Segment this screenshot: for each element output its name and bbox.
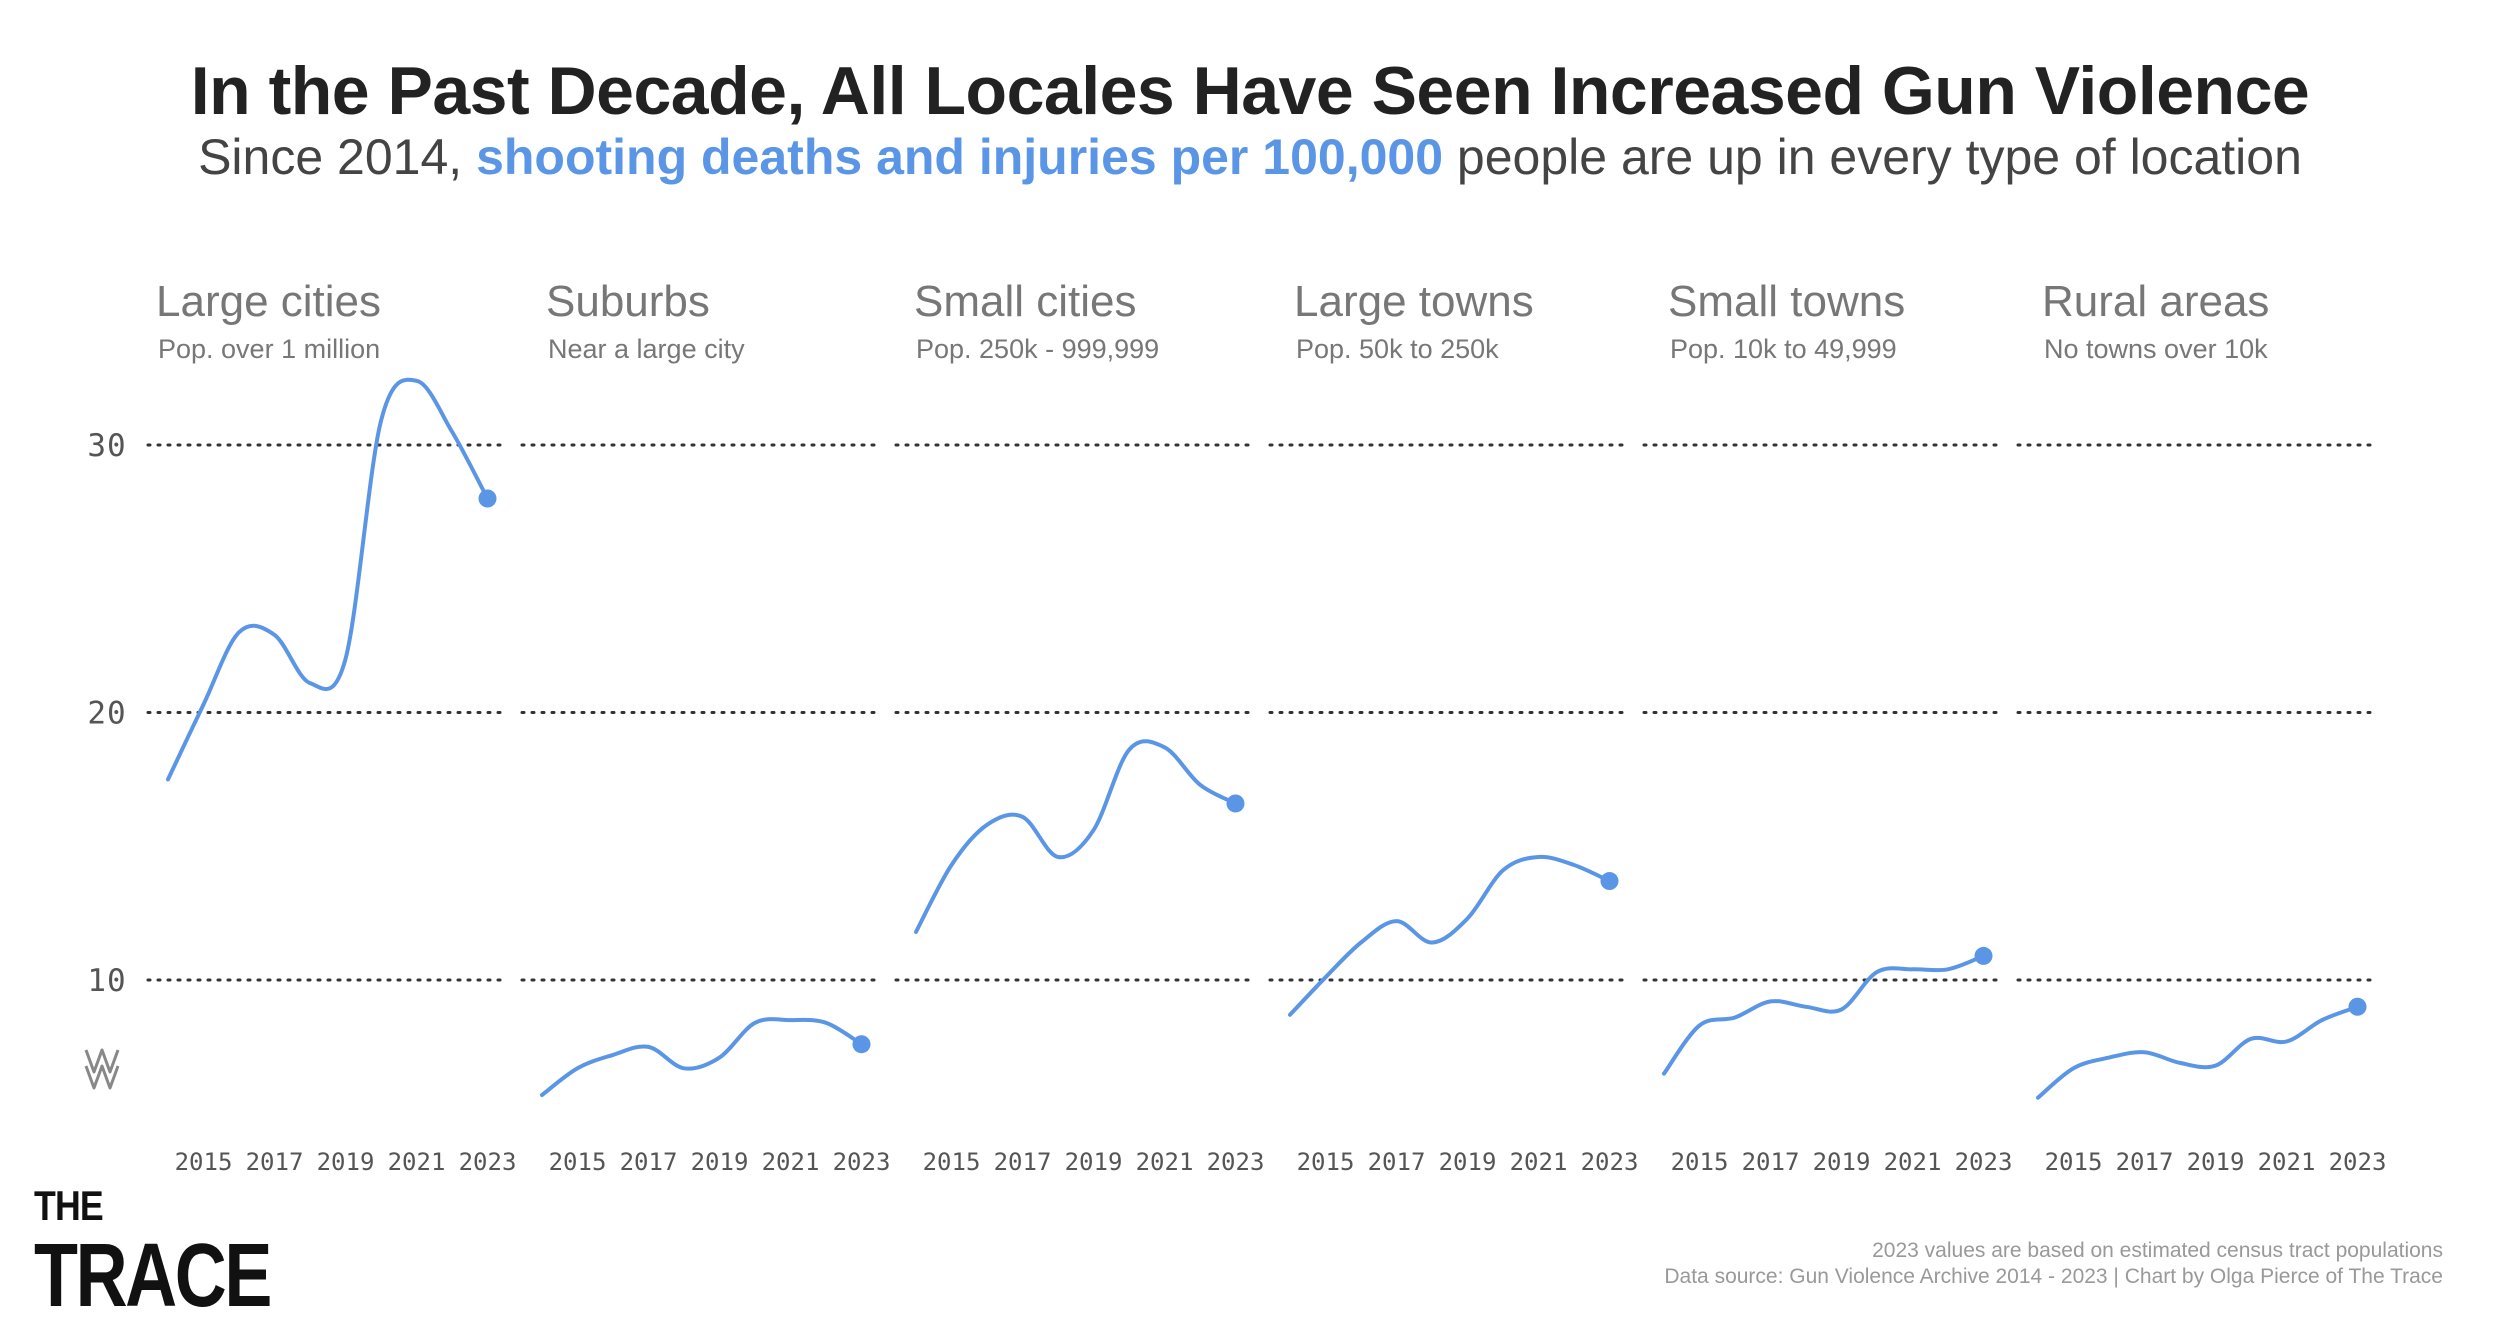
- subtitle-highlight: shooting deaths and injuries per 100,000: [476, 129, 1444, 185]
- x-tick-label: 2017: [246, 1148, 304, 1176]
- subtitle-suffix: people are up in every type of location: [1443, 129, 2302, 185]
- x-tick-label: 2015: [549, 1148, 607, 1176]
- series-line: [540, 1017, 864, 1097]
- x-tick-label: 2017: [994, 1148, 1052, 1176]
- end-point: [2348, 997, 2367, 1016]
- panel-subtitle: No towns over 10k: [2044, 334, 2268, 364]
- footnote-source: Data source: Gun Violence Archive 2014 -…: [1664, 1265, 2443, 1288]
- x-tick-label: 2017: [1742, 1148, 1800, 1176]
- x-tick-label: 2019: [1065, 1148, 1123, 1176]
- x-tick-label: 2015: [1671, 1148, 1729, 1176]
- x-tick-label: 2021: [1136, 1148, 1194, 1176]
- panel-title: Rural areas: [2042, 277, 2269, 326]
- panel-subtitle: Pop. 10k to 49,999: [1670, 334, 1897, 364]
- series-line: [166, 377, 490, 782]
- x-tick-label: 2015: [923, 1148, 981, 1176]
- y-tick-label: 10: [87, 963, 126, 999]
- panel-suburbs: Suburbs Near a large city 2015 2017 2019 2021…: [520, 277, 891, 1176]
- x-tick-label: 2019: [1813, 1148, 1871, 1176]
- watermark-icon: [84, 1048, 120, 1090]
- panel-subtitle: Near a large city: [548, 334, 745, 364]
- x-tick-label: 2023: [833, 1148, 891, 1176]
- panel-small-cities: Small cities Pop. 250k - 999,999 2015 2017 2…: [894, 277, 1265, 1176]
- panel-subtitle: Pop. 250k - 999,999: [916, 334, 1159, 364]
- end-point: [852, 1035, 871, 1054]
- panel-title: Large towns: [1294, 277, 1534, 326]
- series-line: [1662, 953, 1986, 1076]
- end-point: [1600, 872, 1619, 891]
- x-tick-label: 2015: [2045, 1148, 2103, 1176]
- end-point: [1974, 946, 1993, 965]
- subtitle-prefix: Since 2014,: [198, 129, 477, 185]
- panel-small-towns: Small towns Pop. 10k to 49,999 2015 2017 201…: [1642, 277, 2013, 1176]
- panel-title: Suburbs: [546, 277, 710, 326]
- x-tick-label: 2021: [2258, 1148, 2316, 1176]
- x-tick-label: 2023: [1955, 1148, 2013, 1176]
- logo-line-2: TRACE: [34, 1226, 272, 1326]
- panel-rural-areas: Rural areas No towns over 10k 2015 2017 2019…: [2016, 277, 2387, 1176]
- chart-subtitle: Since 2014, shooting deaths and injuries…: [0, 128, 2500, 186]
- x-tick-label: 2019: [1439, 1148, 1497, 1176]
- panel-title: Large cities: [156, 277, 381, 326]
- end-point: [478, 489, 497, 508]
- end-point: [1226, 794, 1245, 813]
- panel-subtitle: Pop. 50k to 250k: [1296, 334, 1499, 364]
- x-tick-label: 2023: [2329, 1148, 2387, 1176]
- panel-large-cities: Large cities Pop. over 1 million 2015 2017 2…: [146, 277, 517, 1176]
- logo-line-1: THE: [34, 1182, 104, 1229]
- x-tick-label: 2019: [691, 1148, 749, 1176]
- x-tick-label: 2021: [1884, 1148, 1942, 1176]
- x-tick-label: 2017: [2116, 1148, 2174, 1176]
- x-tick-label: 2021: [388, 1148, 446, 1176]
- x-tick-label: 2017: [1368, 1148, 1426, 1176]
- series-line: [2036, 1004, 2360, 1100]
- series-line: [1288, 854, 1612, 1017]
- x-tick-label: 2019: [317, 1148, 375, 1176]
- the-trace-logo: THE TRACE: [34, 1182, 329, 1326]
- footnotes: 2023 values are based on estimated censu…: [1664, 1238, 2443, 1290]
- panel-subtitle: Pop. over 1 million: [158, 334, 380, 364]
- footnote-estimate: 2023 values are based on estimated censu…: [1872, 1239, 2443, 1262]
- panel-title: Small towns: [1668, 277, 1905, 326]
- x-tick-label: 2017: [620, 1148, 678, 1176]
- x-tick-label: 2015: [1297, 1148, 1355, 1176]
- panel-large-towns: Large towns Pop. 50k to 250k 2015 2017 2019 2…: [1268, 277, 1639, 1176]
- y-tick-label: 20: [87, 696, 126, 732]
- panel-title: Small cities: [914, 277, 1137, 326]
- x-tick-label: 2021: [1510, 1148, 1568, 1176]
- x-tick-label: 2023: [1581, 1148, 1639, 1176]
- x-tick-label: 2023: [1207, 1148, 1265, 1176]
- y-tick-label: 30: [87, 428, 126, 464]
- x-tick-label: 2021: [762, 1148, 820, 1176]
- series-line: [914, 739, 1238, 934]
- chart-title: In the Past Decade, All Locales Have See…: [190, 53, 2310, 129]
- x-tick-label: 2023: [459, 1148, 517, 1176]
- x-tick-label: 2019: [2187, 1148, 2245, 1176]
- x-tick-label: 2015: [175, 1148, 233, 1176]
